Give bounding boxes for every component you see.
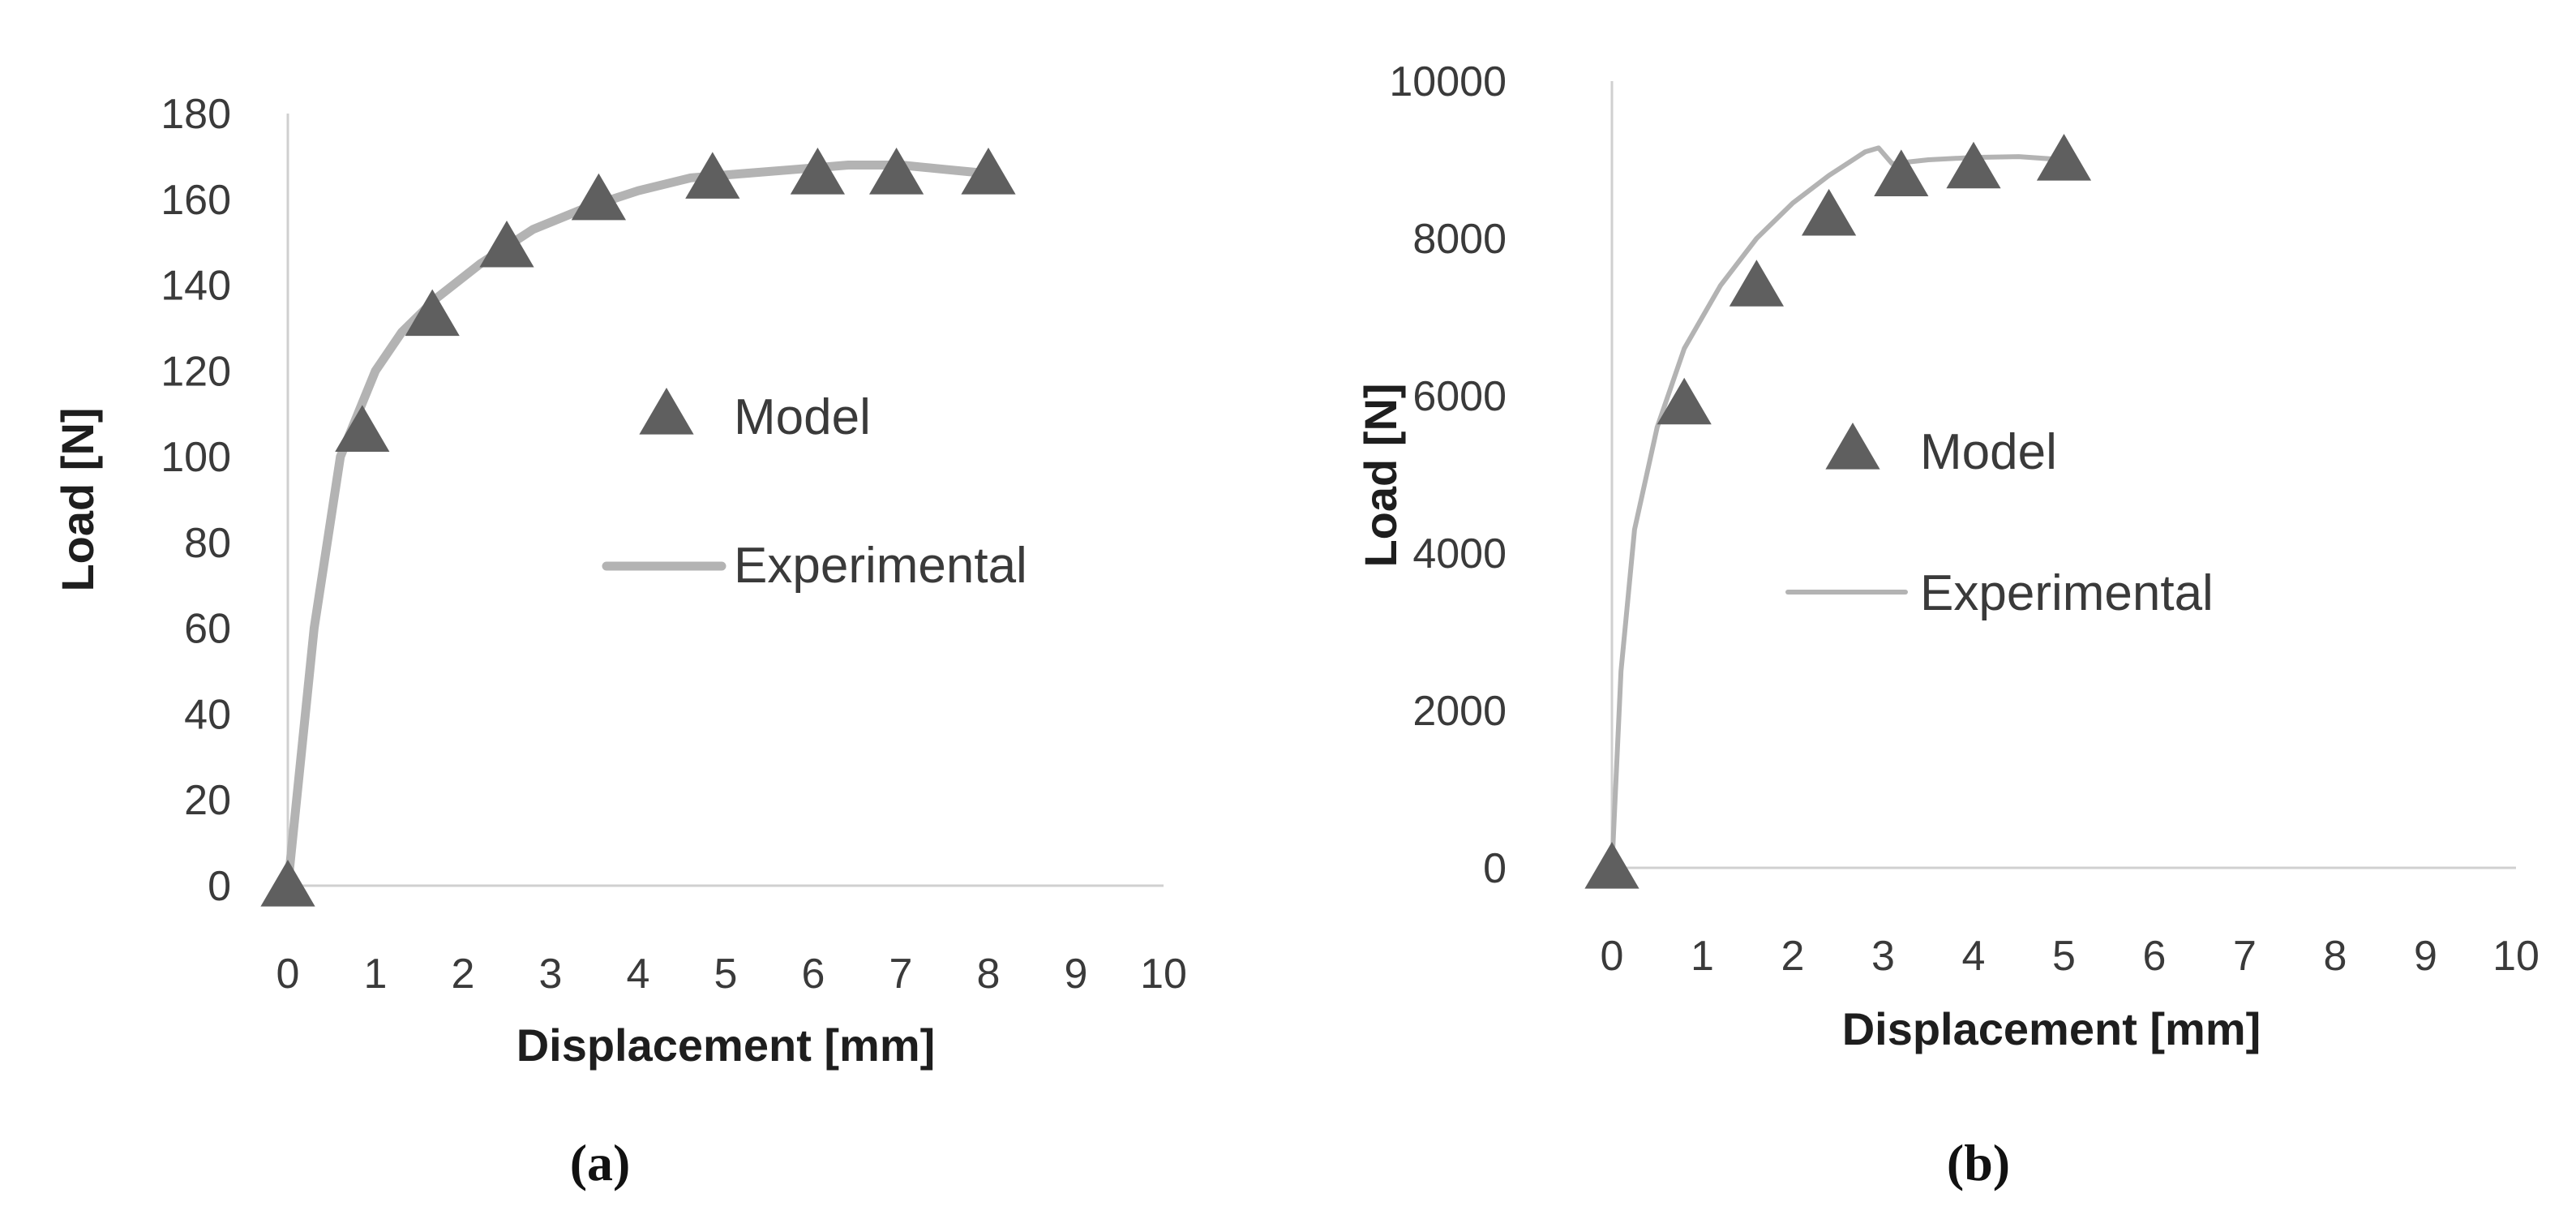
model-data-point	[1874, 149, 1929, 196]
y-axis-title: Load [N]	[1355, 383, 1406, 567]
y-tick-label: 120	[161, 348, 231, 395]
model-data-point	[1802, 188, 1857, 236]
chart-panel-a: 0 20 40 60 80 100 120 140 160 180 0 1 2 3 4 5 6 7 8 9 10 Disp…	[52, 91, 1187, 1191]
y-tick-label: 6000	[1412, 373, 1507, 420]
x-tick-label: 9	[1065, 951, 1088, 998]
model-data-point	[1729, 260, 1784, 307]
y-tick-label: 80	[184, 520, 231, 567]
x-tick-label: 9	[2414, 933, 2437, 980]
x-tick-label: 5	[2052, 933, 2076, 980]
x-axis-title: Displacement [mm]	[516, 1020, 936, 1071]
x-tick-label: 3	[1871, 933, 1895, 980]
legend-model-label: Model	[734, 389, 871, 445]
y-tick-label: 40	[184, 691, 231, 738]
x-tick-label: 2	[1781, 933, 1805, 980]
experimental-series-line	[283, 161, 993, 891]
legend-model-marker	[639, 388, 694, 435]
model-data-point	[1584, 842, 1639, 889]
legend-model-marker	[1825, 423, 1880, 470]
model-data-point	[1657, 377, 1712, 425]
model-data-point	[260, 860, 315, 907]
model-data-point	[405, 289, 460, 337]
model-data-point	[335, 405, 390, 452]
y-tick-label: 100	[161, 434, 231, 481]
model-data-point	[571, 173, 626, 221]
x-tick-label: 8	[2324, 933, 2347, 980]
x-tick-label: 0	[276, 951, 300, 998]
x-tick-label: 10	[2492, 933, 2540, 980]
y-tick-label: 4000	[1412, 530, 1507, 577]
x-tick-label: 0	[1601, 933, 1624, 980]
x-tick-label: 6	[2143, 933, 2167, 980]
y-tick-label: 0	[208, 863, 231, 910]
x-tick-label: 10	[1140, 951, 1187, 998]
model-data-point	[961, 148, 1016, 195]
x-tick-label: 7	[889, 951, 913, 998]
y-tick-label: 140	[161, 263, 231, 310]
y-tick-label: 10000	[1389, 58, 1507, 105]
x-axis-title: Displacement [mm]	[1842, 1003, 2261, 1054]
x-tick-label: 4	[627, 951, 650, 998]
chart-panel-b: 0 2000 4000 6000 8000 10000 0 1 2 3 4 5 6 7 8 9 10 Displa…	[1355, 58, 2540, 1191]
x-tick-label: 5	[714, 951, 738, 998]
x-tick-label: 2	[452, 951, 475, 998]
legend-experimental-label: Experimental	[734, 538, 1027, 594]
x-tick-label: 3	[539, 951, 563, 998]
model-data-point	[2036, 134, 2092, 181]
legend-model-label: Model	[1920, 424, 2057, 480]
model-data-point	[1946, 141, 2001, 189]
y-tick-label: 2000	[1412, 688, 1507, 735]
y-tick-label: 60	[184, 606, 231, 653]
panel-label: (b)	[1947, 1134, 2010, 1191]
x-tick-label: 6	[802, 951, 825, 998]
y-tick-label: 160	[161, 177, 231, 224]
panel-label: (a)	[570, 1134, 631, 1191]
model-data-point	[869, 148, 924, 195]
experimental-series-line	[1609, 145, 2067, 870]
model-data-point	[479, 220, 534, 268]
y-tick-label: 180	[161, 91, 231, 138]
y-axis-title: Load [N]	[52, 407, 103, 591]
y-tick-label: 8000	[1412, 216, 1507, 263]
y-tick-label: 0	[1483, 845, 1507, 892]
model-data-point	[685, 152, 740, 199]
x-tick-label: 4	[1962, 933, 1986, 980]
x-tick-label: 7	[2233, 933, 2257, 980]
x-tick-label: 1	[364, 951, 388, 998]
legend-experimental-label: Experimental	[1920, 565, 2214, 621]
y-tick-label: 20	[184, 777, 231, 824]
x-tick-label: 8	[977, 951, 1001, 998]
x-tick-label: 1	[1691, 933, 1714, 980]
model-data-point	[790, 148, 845, 195]
